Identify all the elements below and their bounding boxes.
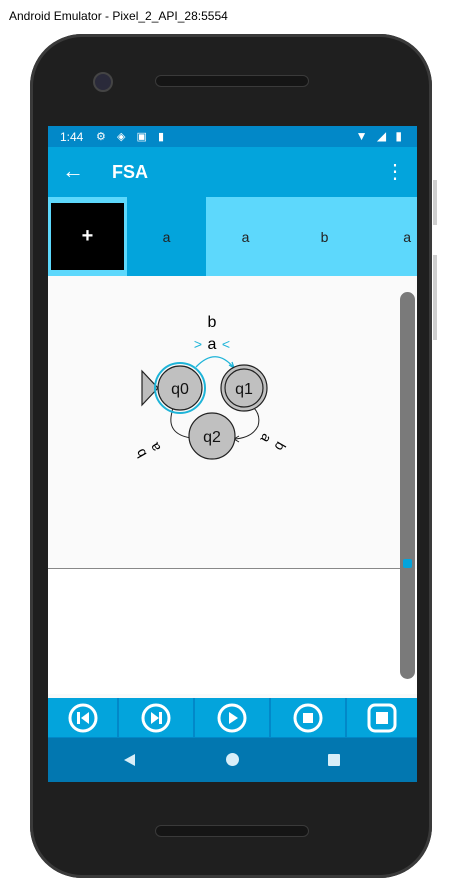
state-q1[interactable] bbox=[220, 364, 268, 412]
state-q2-label: q2 bbox=[203, 429, 221, 446]
signal-icon: ◢ bbox=[376, 129, 390, 143]
emulator-title: Android Emulator - Pixel_2_API_28:5554 bbox=[9, 9, 228, 23]
lower-panel bbox=[48, 569, 417, 694]
state-q1-label: q1 bbox=[235, 381, 253, 398]
state-q0[interactable] bbox=[157, 365, 203, 411]
status-notification-icons: ⚙ ◈ ▣ ▮ bbox=[96, 130, 168, 143]
emulator-title-bar: Android Emulator - Pixel_2_API_28:5554 bbox=[0, 0, 469, 32]
tape-cell[interactable]: a bbox=[241, 228, 250, 245]
tape-cell[interactable]: b bbox=[320, 228, 329, 245]
top-speaker bbox=[155, 75, 309, 87]
battery-icon: ▮ bbox=[395, 129, 405, 143]
simulation-controls bbox=[48, 698, 417, 738]
device-screen: 1:44 ⚙ ◈ ▣ ▮ ▼ ◢ ▮ ← FSA ⋮ + a a b a b >… bbox=[48, 126, 417, 782]
power-button[interactable] bbox=[433, 180, 437, 225]
front-camera-icon bbox=[93, 72, 113, 92]
wifi-icon: ▼ bbox=[355, 129, 371, 143]
transition-q0-q1 bbox=[195, 356, 235, 369]
overflow-menu-icon[interactable]: ⋮ bbox=[385, 161, 405, 183]
state-q1-accepting-ring bbox=[224, 368, 264, 408]
step-button[interactable] bbox=[119, 698, 193, 737]
app-bar: ← FSA ⋮ bbox=[48, 147, 417, 197]
transition-label-a-q1-q2: a bbox=[257, 431, 275, 446]
status-system-icons: ▼ ◢ ▮ bbox=[356, 129, 405, 143]
state-q2[interactable] bbox=[188, 412, 236, 460]
current-state-highlight bbox=[154, 362, 206, 414]
nav-home-icon[interactable] bbox=[226, 753, 239, 766]
divider-handle[interactable] bbox=[403, 559, 412, 568]
status-bar: 1:44 ⚙ ◈ ▣ ▮ ▼ ◢ ▮ bbox=[48, 126, 417, 147]
play-icon bbox=[217, 703, 247, 732]
stop-all-button[interactable] bbox=[347, 698, 417, 737]
a-badge-icon: ▣ bbox=[136, 131, 151, 143]
reset-button[interactable] bbox=[48, 698, 117, 737]
step-icon bbox=[141, 703, 171, 732]
reset-icon bbox=[68, 703, 97, 732]
tape-cell[interactable]: a bbox=[364, 197, 417, 276]
status-time: 1:44 bbox=[60, 130, 84, 144]
system-navigation-bar bbox=[48, 738, 417, 782]
active-marker-right: < bbox=[222, 336, 230, 352]
bottom-speaker bbox=[155, 825, 309, 837]
shield-icon: ◈ bbox=[116, 131, 130, 143]
tape-cell-active[interactable]: a bbox=[127, 197, 206, 276]
stop-button[interactable] bbox=[271, 698, 345, 737]
settings-icon: ⚙ bbox=[96, 131, 110, 143]
sd-card-icon: ▮ bbox=[157, 131, 168, 143]
input-tape: + a a b a bbox=[48, 197, 417, 276]
volume-button[interactable] bbox=[433, 255, 437, 340]
nav-back-icon[interactable] bbox=[124, 754, 135, 766]
tape-cell-label: a bbox=[403, 228, 411, 245]
transition-label-b-top: b bbox=[208, 314, 217, 331]
add-symbol-button[interactable]: + bbox=[51, 203, 124, 270]
stop-icon bbox=[293, 703, 323, 732]
back-arrow-icon[interactable]: ← bbox=[62, 158, 84, 183]
panel-divider[interactable] bbox=[48, 568, 403, 569]
page-title: FSA bbox=[112, 162, 148, 182]
active-marker-left: > bbox=[194, 336, 202, 352]
automaton-canvas[interactable]: b > a < q0 q1 q2 a b a b bbox=[48, 276, 417, 568]
fsa-diagram: b > a < q0 q1 q2 a b a b bbox=[132, 314, 290, 461]
play-button[interactable] bbox=[195, 698, 269, 737]
stop-all-icon bbox=[367, 703, 397, 732]
transition-label-a-top: a bbox=[208, 336, 217, 353]
state-q0-label: q0 bbox=[171, 381, 189, 398]
initial-state-arrow bbox=[141, 369, 159, 407]
scrollbar[interactable] bbox=[400, 292, 415, 679]
nav-recents-icon[interactable] bbox=[328, 754, 340, 766]
